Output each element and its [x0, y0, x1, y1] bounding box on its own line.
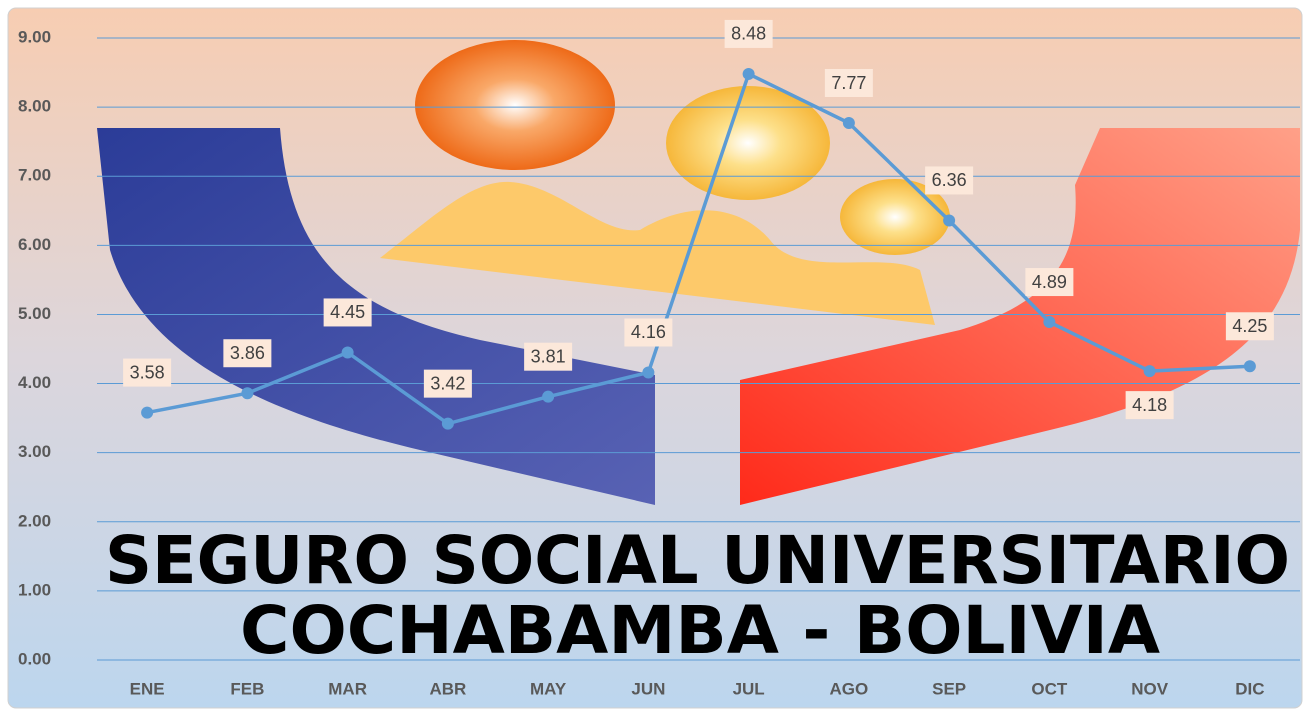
marker	[1143, 365, 1156, 378]
y-tick-label: 7.00	[18, 166, 51, 185]
x-tick-label: DIC	[1235, 679, 1264, 698]
y-tick-label: 8.00	[18, 97, 51, 116]
line	[146, 71, 1250, 426]
data-label: 4.16	[631, 322, 666, 342]
data-label-box	[824, 69, 873, 98]
x-tick-label: FEB	[230, 679, 264, 698]
y-tick-label: 5.00	[18, 304, 51, 323]
data-label-box	[423, 369, 472, 398]
x-tick-label: JUN	[631, 679, 665, 698]
marker	[441, 417, 454, 430]
data-label: 7.77	[831, 73, 866, 93]
watermark: SEGURO SOCIAL UNIVERSITARIO	[105, 522, 1290, 599]
x-tick-label: JUL	[733, 679, 765, 698]
y-tick-label: 1.00	[18, 580, 51, 599]
data-label: 3.58	[130, 362, 165, 382]
marker	[943, 214, 956, 227]
data-label: 3.81	[531, 346, 566, 366]
x-tick-label: AGO	[830, 679, 869, 698]
data-label-box	[925, 166, 974, 195]
marker	[742, 67, 755, 80]
x-tick-label: SEP	[932, 679, 966, 698]
x-tick-label: ABR	[429, 679, 466, 698]
marker	[642, 366, 655, 379]
marker	[241, 387, 254, 400]
x-tick-label: ENE	[130, 679, 165, 698]
logo	[97, 40, 1300, 505]
data-label-box	[724, 19, 773, 48]
x-tick-label: MAR	[328, 679, 367, 698]
data-label: 8.48	[731, 24, 766, 44]
data-label-box	[624, 318, 673, 347]
y-tick-label: 3.00	[18, 442, 51, 461]
data-label-box	[123, 358, 172, 387]
x-tick-label: NOV	[1131, 679, 1169, 698]
marker	[1043, 316, 1056, 329]
marker	[1243, 360, 1256, 373]
marker	[341, 346, 354, 359]
watermark: COCHABAMBA - BOLIVIA	[240, 592, 1160, 669]
data-label-box	[524, 342, 573, 371]
data-label: 3.42	[430, 373, 465, 393]
data-label: 4.25	[1232, 316, 1267, 336]
y-tick-label: 9.00	[18, 27, 51, 46]
y-tick-label: 0.00	[18, 649, 51, 668]
x-tick-label: MAY	[530, 679, 567, 698]
marker	[842, 117, 855, 130]
x-tick-label: OCT	[1031, 679, 1068, 698]
marker	[141, 406, 154, 419]
data-label-box	[1225, 312, 1274, 341]
y-tick-label: 6.00	[18, 235, 51, 254]
data-label-box	[223, 339, 272, 368]
data-label: 6.36	[932, 170, 967, 190]
marker	[542, 390, 555, 403]
data-label-box	[1025, 268, 1074, 297]
y-tick-label: 4.00	[18, 373, 51, 392]
data-label: 4.89	[1032, 272, 1067, 292]
data-label: 4.45	[330, 302, 365, 322]
y-tick-label: 2.00	[18, 511, 51, 530]
data-label-box	[323, 298, 372, 327]
data-label: 3.86	[230, 343, 265, 363]
data-label-box	[1125, 391, 1174, 420]
data-label: 4.18	[1132, 395, 1167, 415]
